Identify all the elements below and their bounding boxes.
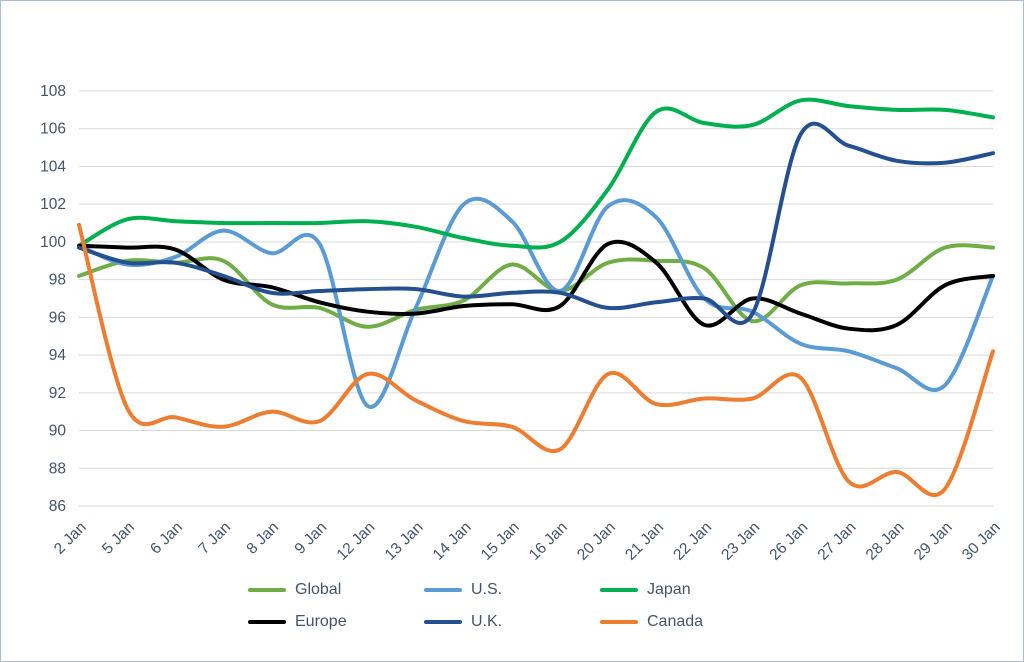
legend-label-us: U.S. [471, 581, 503, 598]
y-tick-label: 90 [49, 423, 67, 440]
series-line-us [77, 196, 995, 409]
y-tick-label: 106 [40, 121, 66, 138]
x-tick-label: 20 Jan [574, 519, 619, 564]
x-tick-label: 14 Jan [430, 519, 475, 564]
legend-label-japan: Japan [647, 581, 691, 598]
legend-label-global: Global [295, 581, 342, 598]
y-tick-label: 94 [49, 347, 67, 364]
legend-label-europe: Europe [295, 613, 347, 630]
legend-marker-uk [424, 620, 462, 624]
y-tick-label: 108 [40, 83, 66, 100]
legend-label-uk: U.K. [471, 613, 503, 630]
x-tick-label: 15 Jan [478, 519, 523, 564]
legend-marker-canada [600, 620, 638, 624]
y-tick-label: 92 [49, 385, 66, 402]
x-tick-label: 16 Jan [526, 519, 571, 564]
x-tick-label: 6 Jan [147, 519, 186, 558]
chart-legend: Global U.S. Japan Europe U.K. Canada [1, 581, 1023, 631]
x-tick-label: 27 Jan [815, 519, 860, 564]
x-tick-label: 9 Jan [292, 519, 331, 558]
x-tick-label: 26 Jan [766, 519, 811, 564]
legend-marker-global [248, 588, 286, 592]
x-tick-label: 23 Jan [718, 519, 763, 564]
x-tick-label: 21 Jan [622, 519, 667, 564]
y-tick-label: 86 [49, 498, 66, 515]
x-tick-label: 2 Jan [51, 519, 90, 558]
y-tick-label: 104 [40, 158, 66, 175]
series-line-europe [77, 239, 995, 333]
x-tick-label: 22 Jan [670, 519, 715, 564]
x-tick-label: 29 Jan [911, 519, 956, 564]
x-tick-label: 8 Jan [243, 519, 282, 558]
y-tick-label: 100 [40, 234, 66, 251]
legend-item-uk: U.K. [424, 613, 600, 631]
series-line-japan [77, 97, 995, 250]
y-tick-label: 102 [40, 196, 66, 213]
legend-item-europe: Europe [248, 613, 424, 631]
series-line-uk [77, 121, 995, 325]
line-chart: 86 88 90 92 94 96 98 100 102 104 106 108 2 Jan 5 Jan 6… [40, 83, 1004, 564]
legend-item-global: Global [248, 581, 424, 599]
legend-marker-europe [248, 620, 286, 624]
legend-item-japan: Japan [600, 581, 776, 599]
y-tick-label: 98 [49, 272, 66, 289]
series-lines [77, 97, 995, 498]
legend-item-us: U.S. [424, 581, 600, 599]
series-line-global [77, 243, 995, 329]
y-tick-label: 88 [49, 460, 66, 477]
series-line-canada [77, 222, 995, 498]
legend-marker-japan [600, 588, 638, 592]
legend-label-canada: Canada [647, 613, 704, 630]
x-tick-label: 30 Jan [959, 519, 1004, 564]
legend-item-canada: Canada [600, 613, 776, 631]
x-tick-label: 5 Jan [99, 519, 138, 558]
x-tick-label: 12 Jan [334, 519, 379, 564]
y-tick-label: 96 [49, 309, 66, 326]
gridlines [79, 90, 993, 507]
x-tick-label: 28 Jan [863, 519, 908, 564]
x-tick-label: 7 Jan [195, 519, 234, 558]
x-axis-labels: 2 Jan 5 Jan 6 Jan 7 Jan 8 Jan 9 Jan 12 Jan 13 J… [51, 519, 1004, 564]
x-tick-label: 13 Jan [382, 519, 427, 564]
y-axis-labels: 86 88 90 92 94 96 98 100 102 104 106 108 [40, 83, 66, 515]
legend-marker-us [424, 588, 462, 592]
